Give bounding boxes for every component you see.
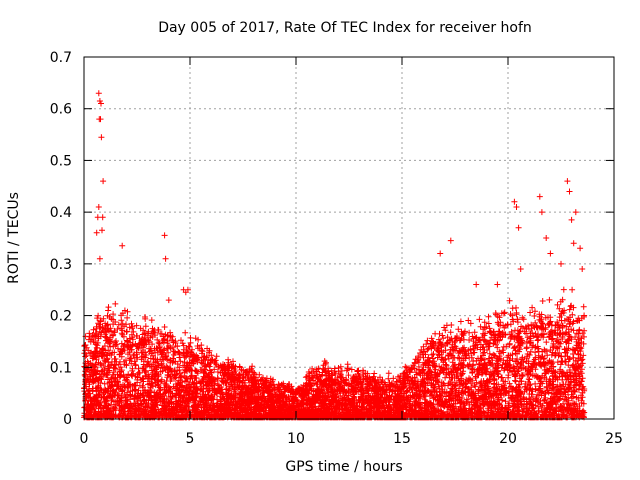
x-tick-label: 5 <box>186 431 195 447</box>
data-points <box>81 90 588 421</box>
x-tick-label: 25 <box>605 431 623 447</box>
y-tick-label: 0.1 <box>50 360 72 376</box>
y-tick-label: 0.6 <box>50 102 72 118</box>
x-tick-labels: 0 5 10 15 20 25 <box>80 431 623 447</box>
plot-frame <box>83 56 615 420</box>
y-tick-label: 0.7 <box>50 50 72 66</box>
chart-title: Day 005 of 2017, Rate Of TEC Index for r… <box>158 20 532 36</box>
x-tick-label: 0 <box>80 431 89 447</box>
x-axis-title: GPS time / hours <box>285 459 402 475</box>
scatter-markers <box>81 90 588 421</box>
grid-lines <box>84 57 614 419</box>
y-tick-label: 0.4 <box>50 205 72 221</box>
x-tick-label: 20 <box>499 431 517 447</box>
y-axis-title: ROTI / TECUs <box>6 192 22 284</box>
x-tick-label: 15 <box>393 431 411 447</box>
x-tick-label: 10 <box>287 431 305 447</box>
y-tick-label: 0 <box>63 412 72 428</box>
y-tick-label: 0.5 <box>50 153 72 169</box>
y-tick-label: 0.3 <box>50 257 72 273</box>
y-tick-labels: 0 0.1 0.2 0.3 0.4 0.5 0.6 0.7 <box>50 50 72 428</box>
y-tick-label: 0.2 <box>50 309 72 325</box>
axis-ticks <box>83 56 615 420</box>
